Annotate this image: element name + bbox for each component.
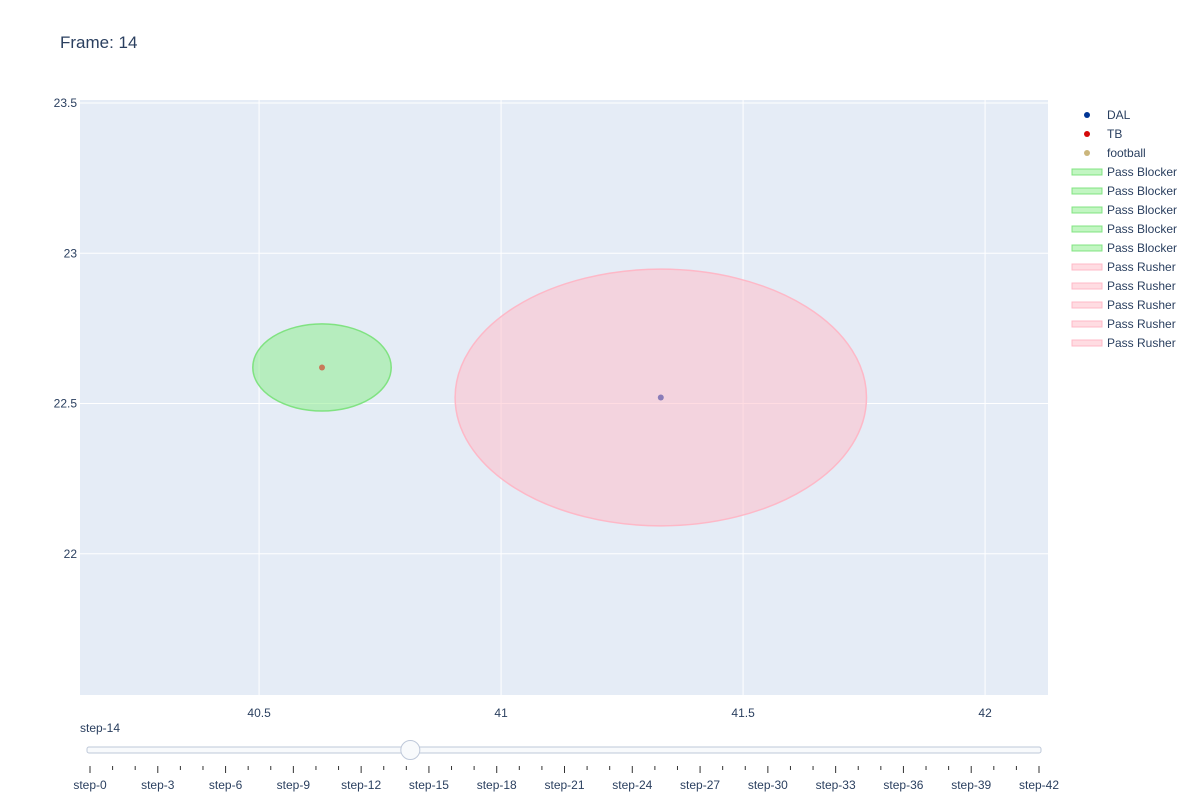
slider-step-label[interactable]: step-27	[680, 778, 720, 792]
legend-item[interactable]: Pass Rusher	[1071, 317, 1176, 331]
legend-item[interactable]: Pass Blocker	[1071, 165, 1177, 179]
legend-label: Pass Blocker	[1107, 241, 1177, 255]
legend-swatch	[1071, 225, 1103, 233]
legend-item[interactable]: Pass Blocker	[1071, 184, 1177, 198]
slider-step-label[interactable]: step-18	[477, 778, 517, 792]
legend-marker	[1084, 131, 1090, 137]
slider-step-label[interactable]: step-36	[883, 778, 923, 792]
x-tick-label: 42	[978, 706, 992, 720]
slider-step-label[interactable]: step-24	[612, 778, 652, 792]
legend-label: Pass Blocker	[1107, 184, 1177, 198]
legend[interactable]: DAL TB football Pass Blocker Pass Blocker Pas…	[1071, 108, 1177, 350]
x-tick-label: 41	[494, 706, 508, 720]
slider-step-label[interactable]: step-30	[748, 778, 788, 792]
slider-step-label[interactable]: step-42	[1019, 778, 1059, 792]
point-layer	[319, 364, 664, 401]
legend-item[interactable]: Pass Rusher	[1071, 336, 1176, 350]
legend-label: football	[1107, 146, 1146, 160]
legend-label: Pass Rusher	[1107, 279, 1176, 293]
slider-step-label[interactable]: step-21	[544, 778, 584, 792]
legend-item[interactable]: Pass Rusher	[1071, 260, 1176, 274]
slider-step-label[interactable]: step-12	[341, 778, 381, 792]
tb-player-point[interactable]	[319, 364, 325, 371]
chart-title: Frame: 14	[60, 33, 138, 52]
legend-label: Pass Blocker	[1107, 203, 1177, 217]
legend-item[interactable]: DAL	[1084, 108, 1131, 122]
legend-marker	[1084, 150, 1090, 156]
legend-item[interactable]: football	[1084, 146, 1146, 160]
legend-swatch	[1071, 168, 1103, 176]
legend-label: Pass Rusher	[1107, 260, 1176, 274]
slider-handle[interactable]	[400, 740, 421, 760]
legend-marker	[1084, 112, 1090, 118]
y-tick-label: 23.5	[54, 96, 78, 110]
slider-step-label[interactable]: step-0	[73, 778, 107, 792]
slider-step-label[interactable]: step-6	[209, 778, 243, 792]
y-tick-label: 22	[64, 547, 78, 561]
legend-swatch	[1071, 339, 1103, 347]
y-tick-label: 23	[64, 246, 78, 260]
legend-label: Pass Blocker	[1107, 222, 1177, 236]
x-tick-label: 40.5	[247, 706, 271, 720]
legend-label: DAL	[1107, 108, 1131, 122]
slider-step-label[interactable]: step-3	[141, 778, 175, 792]
slider-step-label[interactable]: step-9	[277, 778, 311, 792]
legend-label: Pass Rusher	[1107, 336, 1176, 350]
legend-item[interactable]: Pass Blocker	[1071, 222, 1177, 236]
legend-swatch	[1071, 187, 1103, 195]
legend-swatch	[1071, 320, 1103, 328]
slider-track[interactable]	[86, 746, 1042, 754]
x-tick-label: 41.5	[731, 706, 755, 720]
legend-label: Pass Rusher	[1107, 298, 1176, 312]
legend-swatch	[1071, 244, 1103, 252]
legend-item[interactable]: Pass Blocker	[1071, 241, 1177, 255]
legend-label: TB	[1107, 127, 1122, 141]
frame-slider[interactable]: step-14 step-0 step-3 step-6 step-9 step-12 st…	[73, 721, 1059, 792]
slider-step-label[interactable]: step-33	[816, 778, 856, 792]
legend-item[interactable]: Pass Rusher	[1071, 298, 1176, 312]
legend-swatch	[1071, 263, 1103, 271]
legend-swatch	[1071, 282, 1103, 290]
legend-item[interactable]: Pass Blocker	[1071, 203, 1177, 217]
slider-step-label[interactable]: step-39	[951, 778, 991, 792]
dal-player-point[interactable]	[657, 394, 664, 401]
legend-swatch	[1071, 301, 1103, 309]
slider-step-label[interactable]: step-15	[409, 778, 449, 792]
axis-tick-labels: 40.5 41 41.5 42 22 22.5 23 23.5	[54, 96, 992, 720]
legend-item[interactable]: TB	[1084, 127, 1122, 141]
legend-swatch	[1071, 206, 1103, 214]
legend-label: Pass Rusher	[1107, 317, 1176, 331]
legend-item[interactable]: Pass Rusher	[1071, 279, 1176, 293]
y-tick-label: 22.5	[54, 397, 78, 411]
slider-current-label: step-14	[80, 721, 120, 735]
legend-label: Pass Blocker	[1107, 165, 1177, 179]
